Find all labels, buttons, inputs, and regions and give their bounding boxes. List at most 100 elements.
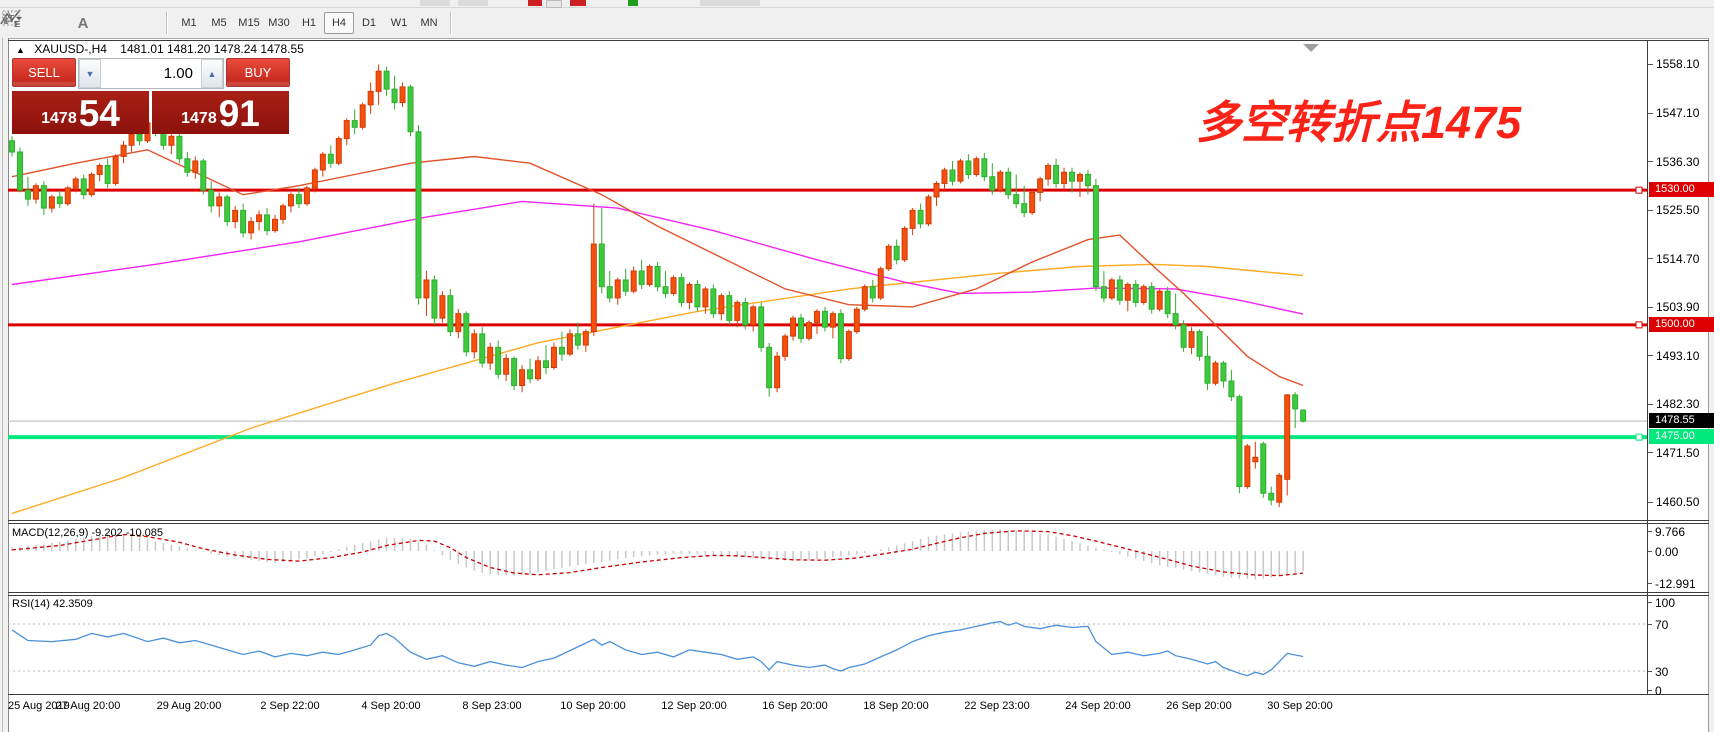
- ma-slow-orange[interactable]: [11, 263, 1304, 515]
- candlestick: [112, 155, 119, 184]
- sell-button[interactable]: SELL: [12, 58, 76, 87]
- price-tick-dash: [1648, 307, 1653, 308]
- collapse-triangle-icon[interactable]: ▲: [16, 45, 25, 55]
- candlestick: [1124, 283, 1131, 301]
- candlestick: [184, 158, 191, 173]
- time-axis-label[interactable]: 18 Sep 20:00: [863, 700, 929, 712]
- time-axis-label[interactable]: 27 Aug 20:00: [55, 700, 121, 712]
- tf-d1[interactable]: D1: [354, 12, 384, 34]
- time-axis-label[interactable]: 26 Sep 20:00: [1166, 700, 1232, 712]
- time-axis-label[interactable]: 22 Sep 23:00: [964, 700, 1030, 712]
- candlestick: [447, 295, 454, 333]
- tf-m5[interactable]: M5: [204, 12, 234, 34]
- candlestick: [479, 333, 486, 364]
- time-axis-label[interactable]: 25 Aug 2019: [8, 700, 70, 712]
- indicators-icon[interactable]: E: [0, 9, 32, 35]
- candlestick: [901, 227, 908, 261]
- candlestick: [240, 209, 247, 234]
- candlestick: [407, 86, 414, 133]
- price-tick-dash: [1648, 64, 1653, 65]
- volume-increase-button[interactable]: ▲: [201, 59, 223, 88]
- hline-handle[interactable]: [1635, 433, 1643, 441]
- tf-h1[interactable]: H1: [294, 12, 324, 34]
- candlestick: [1188, 331, 1195, 348]
- time-axis-label[interactable]: 4 Sep 20:00: [361, 700, 421, 712]
- candlestick: [550, 346, 557, 369]
- price-axis-label[interactable]: 1514.70: [1656, 252, 1700, 266]
- volume-input[interactable]: 1.00: [163, 65, 193, 82]
- price-axis-label[interactable]: 1547.10: [1656, 106, 1700, 120]
- sell-price-display[interactable]: 1478 54: [12, 91, 149, 134]
- candlestick: [319, 153, 326, 171]
- candlestick: [877, 268, 884, 299]
- buy-button[interactable]: BUY: [226, 58, 290, 87]
- candlestick: [120, 144, 127, 157]
- candlestick: [1092, 185, 1099, 288]
- candlestick: [997, 171, 1004, 191]
- time-axis-label[interactable]: 10 Sep 20:00: [560, 700, 626, 712]
- toolbar-fragment: [420, 0, 450, 6]
- text-label-icon[interactable]: A: [77, 14, 89, 32]
- volume-decrease-button[interactable]: ▼: [79, 59, 101, 88]
- price-axis-label[interactable]: 1482.30: [1656, 397, 1700, 411]
- price-axis-label[interactable]: 1471.50: [1656, 446, 1700, 460]
- tf-m30[interactable]: M30: [264, 12, 294, 34]
- candlestick: [662, 286, 669, 294]
- candlestick: [287, 194, 294, 207]
- price-axis-label[interactable]: 1503.90: [1656, 300, 1700, 314]
- price-axis-label[interactable]: 1525.50: [1656, 203, 1700, 217]
- candlestick: [200, 160, 207, 191]
- macd-rsi-separator[interactable]: [8, 592, 1709, 593]
- buy-price-display[interactable]: 1478 91: [152, 91, 289, 134]
- chart-macd-separator[interactable]: [8, 520, 1709, 521]
- tf-m15[interactable]: M15: [234, 12, 264, 34]
- time-axis-label[interactable]: 8 Sep 23:00: [462, 700, 522, 712]
- candlestick: [96, 164, 103, 175]
- time-axis-label[interactable]: 16 Sep 20:00: [762, 700, 828, 712]
- candlestick: [1053, 164, 1060, 184]
- candlestick: [192, 160, 199, 173]
- candlestick: [782, 335, 789, 357]
- svg-text:F: F: [14, 20, 19, 28]
- tf-mn[interactable]: MN: [414, 12, 444, 34]
- time-axis-label[interactable]: 29 Aug 20:00: [156, 700, 222, 712]
- price-axis-label[interactable]: 1558.10: [1656, 57, 1700, 71]
- price-tick-dash: [1648, 452, 1653, 453]
- time-axis-label[interactable]: 24 Sep 20:00: [1065, 700, 1131, 712]
- candlestick: [622, 279, 629, 292]
- hline-handle[interactable]: [1635, 186, 1643, 194]
- candlestick: [630, 270, 637, 292]
- chart-shift-marker-icon[interactable]: [1303, 44, 1319, 52]
- candlestick: [686, 283, 693, 303]
- candlestick: [168, 135, 175, 146]
- text-box-icon[interactable]: T: [2, 10, 128, 35]
- candlestick: [1196, 331, 1203, 357]
- tf-w1[interactable]: W1: [384, 12, 414, 34]
- candlestick: [351, 120, 358, 128]
- candlestick: [1180, 324, 1187, 348]
- candlestick: [917, 209, 924, 225]
- svg-text:E: E: [15, 20, 20, 28]
- buy-price-pips: 91: [218, 93, 260, 134]
- candlestick: [1228, 380, 1235, 398]
- candlestick: [654, 265, 661, 288]
- objects-arrange-icon[interactable]: [3, 11, 160, 35]
- tf-h4-selected[interactable]: H4: [324, 12, 354, 34]
- time-axis-label[interactable]: 2 Sep 22:00: [260, 700, 320, 712]
- time-axis-label[interactable]: 12 Sep 20:00: [661, 700, 727, 712]
- tf-m1[interactable]: M1: [174, 12, 204, 34]
- hline-handle[interactable]: [1635, 321, 1643, 329]
- candlestick: [885, 245, 892, 270]
- price-axis-label[interactable]: 1536.30: [1656, 155, 1700, 169]
- ma-fast-red[interactable]: [11, 149, 1304, 387]
- candlestick: [431, 279, 438, 319]
- price-axis-label[interactable]: 1493.10: [1656, 349, 1700, 363]
- chart-text-annotation[interactable]: 多空转折点1475: [1196, 97, 1522, 148]
- rsi-axis-label: 30: [1655, 665, 1669, 679]
- time-axis-label[interactable]: 30 Sep 20:00: [1267, 700, 1333, 712]
- chart-toolbar: E F A T M1 M5 M15 M30 H1 H4 D1 W1 MN: [0, 8, 1714, 39]
- candlestick: [1260, 443, 1267, 494]
- candlestick: [216, 196, 223, 207]
- price-axis-label[interactable]: 1460.50: [1656, 495, 1700, 509]
